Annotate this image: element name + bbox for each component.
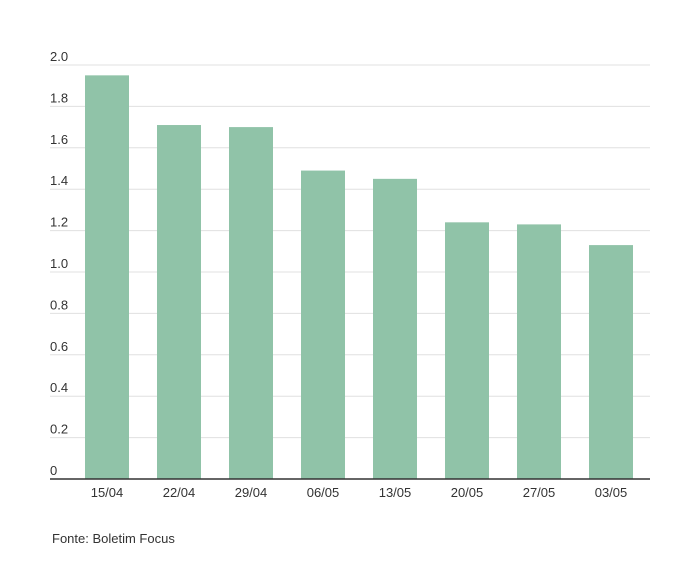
y-tick-label: 0.4 [50,380,68,395]
x-tick-label: 15/04 [91,485,124,500]
bar [301,170,345,479]
x-tick-label: 06/05 [307,485,340,500]
x-tick-label: 03/05 [595,485,628,500]
y-tick-label: 1.8 [50,90,68,105]
bar [157,125,201,479]
y-tick-label: 0 [50,463,57,478]
y-axis-tick-labels: 0 0.2 0.4 0.6 0.8 1.0 1.2 1.4 1.6 1.8 2.0 [50,49,68,478]
y-tick-label: 1.4 [50,173,68,188]
y-tick-label: 1.0 [50,256,68,271]
bars [85,75,633,479]
y-tick-label: 1.6 [50,132,68,147]
y-tick-label: 2.0 [50,49,68,64]
y-tick-label: 0.6 [50,339,68,354]
x-tick-label: 27/05 [523,485,556,500]
x-tick-label: 20/05 [451,485,484,500]
y-tick-label: 0.2 [50,422,68,437]
bar [85,75,129,479]
source-note: Fonte: Boletim Focus [52,531,175,546]
y-tick-label: 0.8 [50,297,68,312]
x-tick-label: 29/04 [235,485,268,500]
x-tick-label: 13/05 [379,485,412,500]
y-tick-label: 1.2 [50,215,68,230]
x-tick-label: 22/04 [163,485,196,500]
gridlines [50,64,650,439]
bar [445,222,489,479]
bar [517,224,561,479]
bar [373,178,417,479]
bar [229,127,273,479]
x-axis-tick-labels: 15/04 22/04 29/04 06/05 13/05 20/05 27/05 03/05 [91,485,628,500]
bar [589,245,633,479]
